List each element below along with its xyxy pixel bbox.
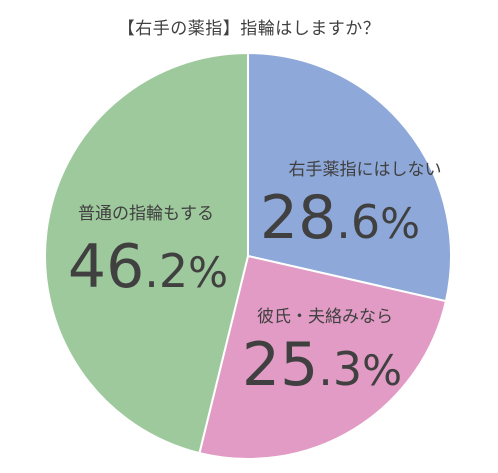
slice-value: 25.3% [242,330,402,400]
chart-title: 【右手の薬指】指輪はしますか？ [117,19,381,39]
slice-value: 46.2% [68,232,228,302]
pie-slice [247,51,452,303]
slice-value: 28.6% [260,183,420,253]
slice-label: 彼氏・夫絡みなら [257,307,393,327]
pie-slice [198,254,448,460]
pie-labels: 右手薬指にはしない 28.6% 彼氏・夫絡みなら 25.3% 普通の指輪もする 46.2% [68,160,442,400]
slice-label: 右手薬指にはしない [289,160,442,180]
pie-slice [44,51,249,455]
slice-label: 普通の指輪もする [78,204,214,224]
pie-slices [44,51,452,460]
